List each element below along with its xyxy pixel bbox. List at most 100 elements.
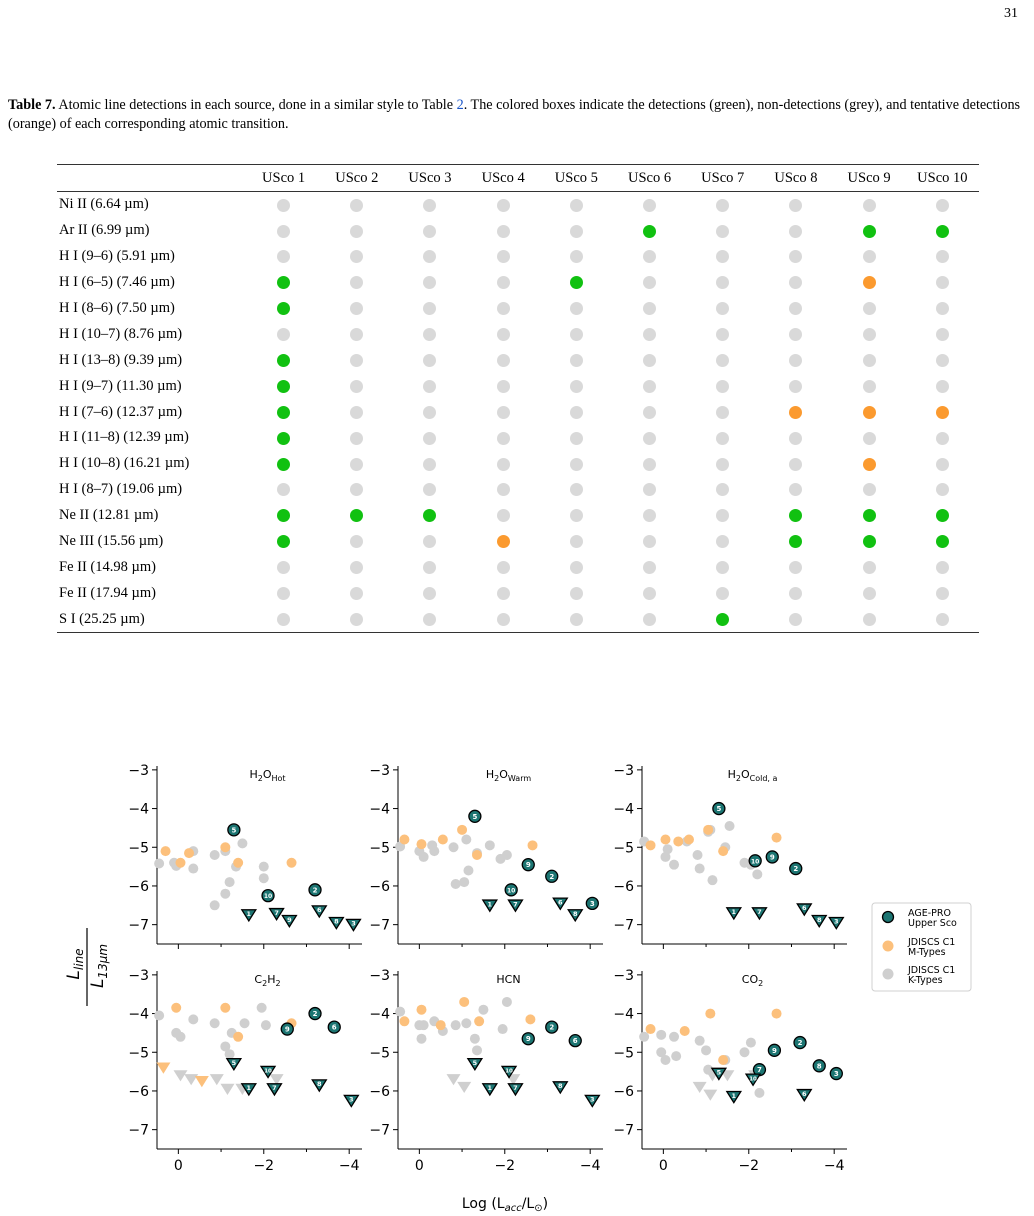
detection-cell — [320, 399, 393, 425]
detection-cell — [320, 270, 393, 296]
detection-cell — [540, 554, 613, 580]
ktype-upper-limit — [703, 1089, 718, 1101]
detection-cell — [686, 244, 759, 270]
detection-cell — [540, 425, 613, 451]
detection-cell — [467, 218, 540, 244]
agepro-label: 2 — [549, 873, 554, 881]
agepro-label: 10 — [264, 893, 272, 900]
agepro-label: 7 — [274, 909, 279, 917]
y-tick-label: −7 — [128, 918, 149, 934]
detection-cell — [540, 451, 613, 477]
detection-cell — [247, 554, 320, 580]
x-tick-label: 0 — [659, 1158, 668, 1174]
detection-cell — [759, 477, 832, 503]
ktype-point — [639, 1031, 650, 1042]
mtype-point — [705, 1008, 716, 1019]
caption-table-ref-link[interactable]: 2 — [456, 97, 464, 113]
ktype-upper-limit — [269, 1074, 284, 1086]
non-detection-dot — [643, 198, 657, 212]
agepro-point — [789, 861, 803, 876]
non-detection-dot — [935, 250, 949, 264]
detection-dot — [569, 276, 583, 290]
detection-cell — [320, 580, 393, 606]
detection-cell — [540, 296, 613, 322]
agepro-upper-limit — [552, 897, 569, 911]
non-detection-dot — [350, 483, 364, 497]
tentative-dot — [862, 276, 876, 290]
detection-cell — [540, 244, 613, 270]
y-tick-label: −3 — [613, 763, 634, 779]
detection-cell — [759, 425, 832, 451]
detection-cell — [686, 218, 759, 244]
detections-table: USco 1 USco 2 USco 3 USco 4 USco 5 USco 6 USco… — [57, 164, 979, 633]
detection-cell — [540, 192, 613, 218]
detection-cell — [393, 580, 466, 606]
agepro-label: 1 — [488, 900, 493, 908]
mtype-point — [771, 1008, 782, 1019]
agepro-point — [712, 801, 726, 816]
non-detection-dot — [643, 379, 657, 393]
non-detection-dot — [423, 224, 437, 238]
detection-cell — [906, 554, 979, 580]
agepro-label: 3 — [351, 920, 356, 928]
non-detection-dot — [789, 561, 803, 575]
detection-cell — [613, 606, 686, 632]
agepro-label: 1 — [732, 1092, 737, 1100]
y-tick-label: −6 — [369, 879, 390, 895]
non-detection-dot — [496, 379, 510, 393]
detection-cell — [686, 477, 759, 503]
non-detection-dot — [862, 561, 876, 575]
detection-cell — [540, 606, 613, 632]
ktype-point — [669, 859, 680, 870]
non-detection-dot — [789, 353, 803, 367]
non-detection-dot — [496, 224, 510, 238]
non-detection-dot — [789, 379, 803, 393]
non-detection-dot — [789, 431, 803, 445]
agepro-upper-limit — [311, 905, 328, 919]
mtype-point — [459, 996, 470, 1007]
detection-cell — [467, 554, 540, 580]
mtype-point — [184, 848, 195, 859]
detection-cell — [686, 373, 759, 399]
agepro-label: 8 — [817, 1062, 822, 1070]
non-detection-dot — [496, 483, 510, 497]
ktype-upper-limit — [209, 1074, 224, 1086]
detection-cell — [759, 270, 832, 296]
detection-dot — [277, 302, 291, 316]
panel-title: H2OWarm — [486, 768, 531, 783]
panel-title: CO2 — [742, 973, 763, 988]
agepro-upper-limit — [725, 1090, 742, 1104]
detection-cell — [247, 270, 320, 296]
non-detection-dot — [423, 561, 437, 575]
ktype-point — [694, 1035, 705, 1046]
agepro-point — [308, 883, 322, 897]
detection-cell — [833, 347, 906, 373]
agepro-upper-limit — [343, 1094, 360, 1108]
non-detection-dot — [423, 302, 437, 316]
mtype-point — [416, 1004, 427, 1015]
agepro-label: 3 — [349, 1096, 354, 1104]
ktype-upper-limit — [692, 1081, 707, 1094]
ktype-point — [209, 1018, 220, 1029]
agepro-label: 8 — [317, 1080, 322, 1088]
column-header: USco 2 — [335, 169, 379, 186]
non-detection-dot — [569, 405, 583, 419]
non-detection-dot — [350, 561, 364, 575]
non-detection-dot — [496, 276, 510, 290]
line-label: Ne II (12.81 µm) — [59, 507, 159, 524]
detection-cell — [613, 451, 686, 477]
detection-cell — [613, 192, 686, 218]
non-detection-dot — [935, 612, 949, 626]
y-tick-label: −7 — [128, 1123, 149, 1139]
detection-cell — [686, 347, 759, 373]
detection-cell — [467, 270, 540, 296]
detection-cell — [759, 321, 832, 347]
column-header: USco 10 — [917, 169, 968, 186]
agepro-label: 2 — [313, 1010, 318, 1018]
y-tick-label: −6 — [128, 879, 149, 895]
non-detection-dot — [569, 457, 583, 471]
y-tick-label: −4 — [369, 1007, 390, 1023]
legend-label: JDISCS C1 — [907, 965, 955, 976]
agepro-label: 1 — [247, 1084, 252, 1092]
agepro-label: 6 — [332, 1024, 337, 1032]
